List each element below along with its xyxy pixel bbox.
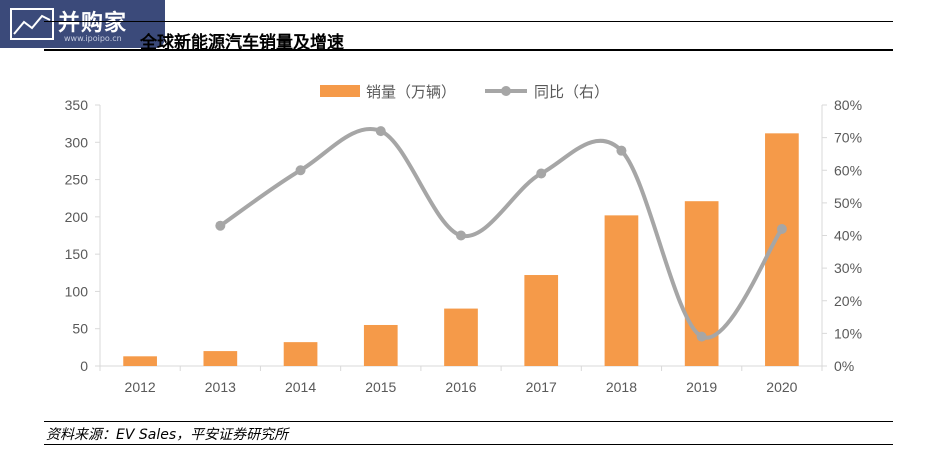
y2-tick-label: 40% xyxy=(834,228,862,244)
chart-logo-icon xyxy=(10,8,54,40)
yoy-point-2013 xyxy=(215,220,226,231)
x-tick-label: 2012 xyxy=(125,379,156,395)
source-note: 资料来源：EV Sales，平安证券研究所 xyxy=(46,427,289,443)
x-tick-label: 2018 xyxy=(606,379,637,395)
x-tick-label: 2013 xyxy=(205,379,236,395)
y-tick-label: 300 xyxy=(65,134,89,150)
bar-2013 xyxy=(203,351,238,366)
x-tick-label: 2017 xyxy=(526,379,557,395)
y-tick-label: 150 xyxy=(65,246,89,262)
y2-tick-label: 70% xyxy=(834,130,862,146)
bar-2012 xyxy=(123,356,157,366)
legend-line-marker xyxy=(501,86,511,96)
yoy-point-2016 xyxy=(456,230,466,241)
bar-2017 xyxy=(524,275,559,366)
legend-bar-swatch xyxy=(320,85,360,97)
yoy-point-2014 xyxy=(295,165,306,176)
logo-url: www.ipoipo.cn xyxy=(64,34,122,43)
bar-2018 xyxy=(604,215,639,366)
source-rule-bottom xyxy=(44,444,893,445)
source-rule-top xyxy=(44,421,893,422)
legend-line-label: 同比（右） xyxy=(534,84,609,101)
bar-2015 xyxy=(363,324,398,366)
y-tick-label: 100 xyxy=(65,283,89,299)
yoy-point-2019 xyxy=(696,331,707,342)
y-tick-label: 200 xyxy=(65,209,89,225)
chart-area: 0 50 100 150 200 250 300 350 0% 10% 20% 30% 40% 50% 60… xyxy=(65,84,862,395)
y2-tick-label: 50% xyxy=(834,195,862,211)
yoy-point-2020 xyxy=(776,223,787,234)
y2-tick-label: 10% xyxy=(834,325,862,341)
y2-tick-label: 30% xyxy=(834,260,862,276)
y-tick-label: 50 xyxy=(72,321,88,337)
y-tick-label: 0 xyxy=(80,358,88,374)
y2-tick-label: 20% xyxy=(834,293,862,309)
bar-2016 xyxy=(444,308,478,366)
logo-text: 并购家 xyxy=(58,11,128,36)
chart-title: 全球新能源汽车销量及增速 xyxy=(140,33,344,53)
x-tick-label: 2014 xyxy=(285,379,316,395)
y2-tick-label: 0% xyxy=(834,358,854,374)
y2-tick-label: 60% xyxy=(834,162,862,178)
bar-2014 xyxy=(283,342,318,366)
yoy-point-2018 xyxy=(616,145,627,156)
yoy-point-2017 xyxy=(536,168,547,179)
title-rule-bottom xyxy=(44,49,893,51)
legend-bar-label: 销量（万辆） xyxy=(366,84,456,101)
y-tick-label: 350 xyxy=(65,97,89,113)
site-logo: 并购家 www.ipoipo.cn xyxy=(0,0,165,48)
x-tick-label: 2016 xyxy=(445,379,476,395)
x-tick-label: 2019 xyxy=(686,379,717,395)
x-tick-label: 2015 xyxy=(365,379,396,395)
y-tick-label: 250 xyxy=(65,172,89,188)
y2-tick-label: 80% xyxy=(834,97,862,113)
x-tick-label: 2020 xyxy=(766,379,797,395)
title-rule-top xyxy=(44,21,893,22)
yoy-point-2015 xyxy=(375,126,386,137)
